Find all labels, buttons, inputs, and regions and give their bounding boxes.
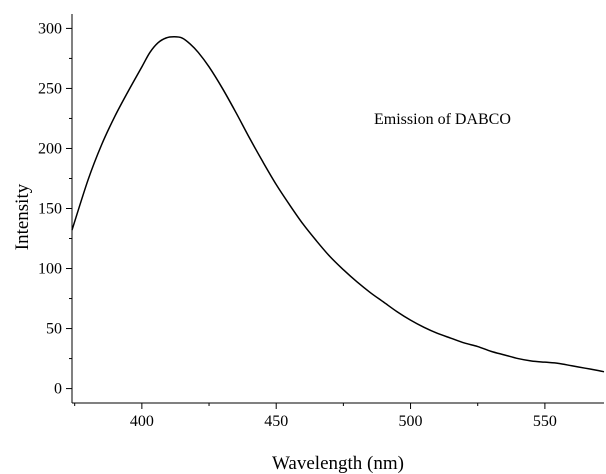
y-axis-label: Intensity — [12, 183, 33, 250]
series-line — [71, 36, 605, 373]
chart-annotation: Emission of DABCO — [374, 111, 511, 128]
x-tick-label: 400 — [130, 413, 154, 430]
x-tick-label: 550 — [533, 413, 557, 430]
ticks: 0 50 100 150 200 250 300 400 450 500 550 — [38, 20, 557, 430]
axes — [71, 14, 604, 404]
y-tick-label: 50 — [46, 321, 62, 338]
y-tick-label: 150 — [38, 201, 62, 218]
y-tick-label: 300 — [38, 20, 62, 37]
x-tick-label: 500 — [399, 413, 423, 430]
y-tick-label: 100 — [38, 261, 62, 278]
x-axis-label: Wavelength (nm) — [272, 453, 404, 474]
x-tick-label: 450 — [264, 413, 288, 430]
y-tick-label: 200 — [38, 140, 62, 157]
y-tick-label: 0 — [54, 381, 62, 398]
y-tick-label: 250 — [38, 80, 62, 97]
